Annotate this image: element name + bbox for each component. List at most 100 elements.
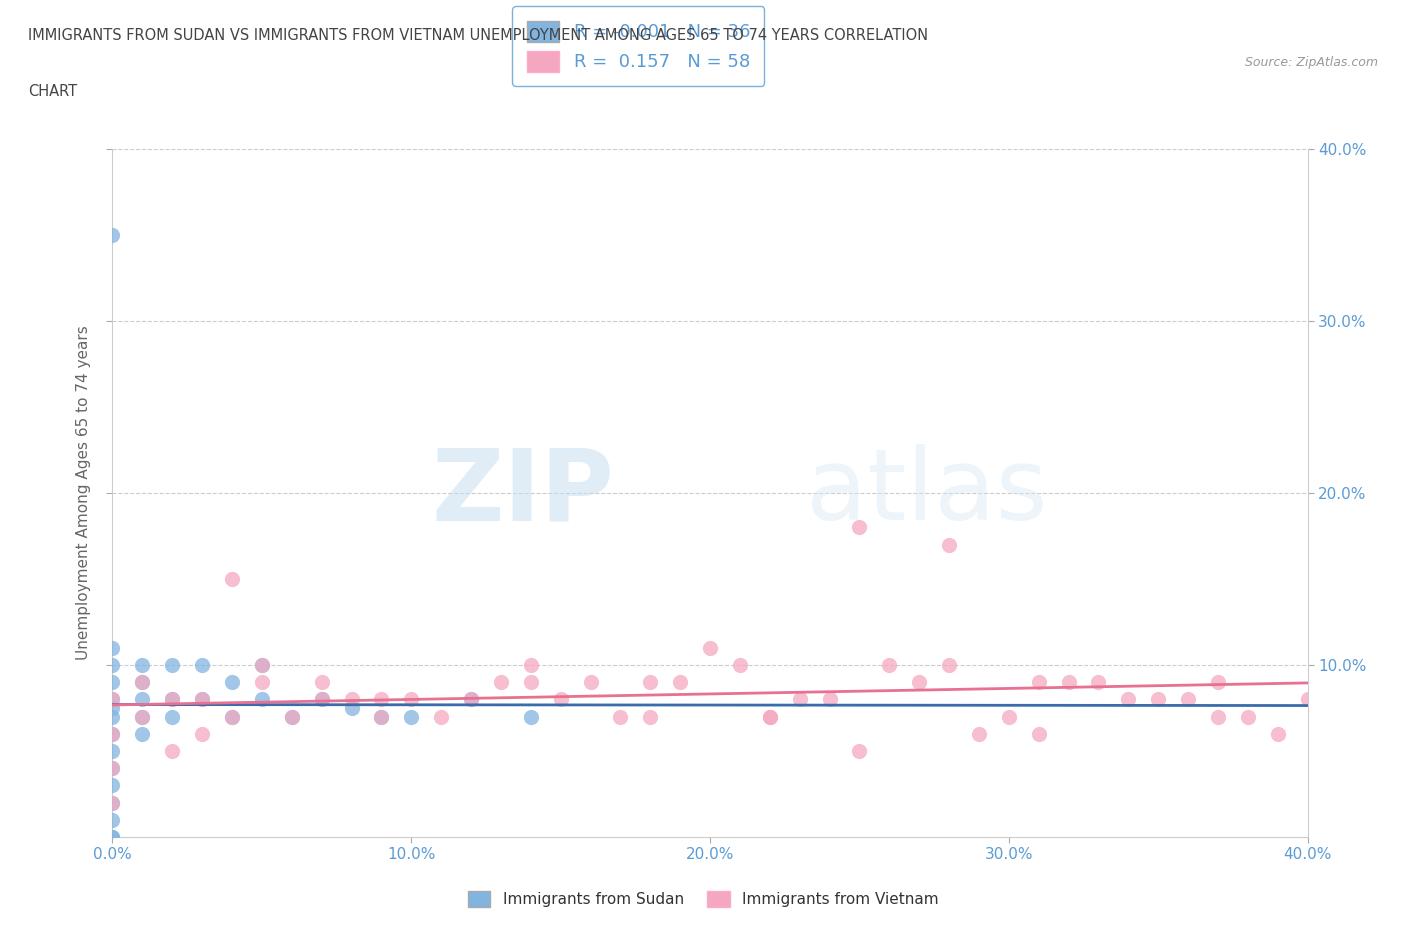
Point <box>848 744 870 759</box>
Point <box>550 692 572 707</box>
Point <box>340 692 363 707</box>
Point <box>250 692 273 707</box>
Text: CHART: CHART <box>28 84 77 99</box>
Text: IMMIGRANTS FROM SUDAN VS IMMIGRANTS FROM VIETNAM UNEMPLOYMENT AMONG AGES 65 TO 7: IMMIGRANTS FROM SUDAN VS IMMIGRANTS FROM… <box>28 28 928 43</box>
Point <box>967 726 990 741</box>
Point <box>191 726 214 741</box>
Point <box>520 658 543 672</box>
Point <box>340 700 363 715</box>
Point <box>101 726 124 741</box>
Point <box>221 675 243 690</box>
Point <box>101 830 124 844</box>
Point <box>1206 710 1229 724</box>
Point <box>789 692 811 707</box>
Point <box>250 658 273 672</box>
Point <box>1267 726 1289 741</box>
Point <box>759 710 782 724</box>
Point <box>131 675 153 690</box>
Point <box>938 658 960 672</box>
Point <box>131 726 153 741</box>
Point <box>162 692 183 707</box>
Point <box>938 538 960 552</box>
Point <box>759 710 782 724</box>
Point <box>640 710 662 724</box>
Point <box>101 692 124 707</box>
Point <box>401 692 423 707</box>
Point <box>370 692 392 707</box>
Point <box>728 658 751 672</box>
Point <box>1028 675 1050 690</box>
Point <box>489 675 512 690</box>
Point <box>1118 692 1140 707</box>
Point <box>370 710 392 724</box>
Point <box>101 675 124 690</box>
Point <box>131 692 153 707</box>
Point <box>131 710 153 724</box>
Point <box>101 761 124 776</box>
Point <box>101 795 124 810</box>
Point <box>101 641 124 656</box>
Point <box>699 641 721 656</box>
Point <box>281 710 304 724</box>
Point <box>848 520 870 535</box>
Point <box>101 692 124 707</box>
Point <box>1147 692 1170 707</box>
Point <box>101 228 124 243</box>
Point <box>221 710 243 724</box>
Point <box>221 571 243 587</box>
Point <box>1296 692 1319 707</box>
Point <box>162 692 183 707</box>
Point <box>250 675 273 690</box>
Point <box>101 795 124 810</box>
Point <box>370 710 392 724</box>
Point <box>162 658 183 672</box>
Point <box>101 761 124 776</box>
Point <box>609 710 631 724</box>
Point <box>669 675 692 690</box>
Point <box>221 710 243 724</box>
Point <box>101 813 124 828</box>
Point <box>311 692 333 707</box>
Point <box>520 675 543 690</box>
Point <box>401 710 423 724</box>
Text: ZIP: ZIP <box>432 445 614 541</box>
Point <box>131 675 153 690</box>
Text: Source: ZipAtlas.com: Source: ZipAtlas.com <box>1244 56 1378 69</box>
Point <box>101 744 124 759</box>
Point <box>998 710 1021 724</box>
Point <box>191 692 214 707</box>
Point <box>1177 692 1199 707</box>
Point <box>281 710 304 724</box>
Point <box>131 658 153 672</box>
Point <box>879 658 901 672</box>
Point <box>250 658 273 672</box>
Point <box>908 675 931 690</box>
Point <box>520 710 543 724</box>
Point <box>101 658 124 672</box>
Point <box>1206 675 1229 690</box>
Point <box>101 700 124 715</box>
Point <box>460 692 482 707</box>
Point <box>1237 710 1260 724</box>
Point <box>460 692 482 707</box>
Point <box>191 692 214 707</box>
Point <box>101 777 124 792</box>
Point <box>579 675 602 690</box>
Point <box>162 744 183 759</box>
Point <box>430 710 453 724</box>
Text: atlas: atlas <box>806 445 1047 541</box>
Point <box>131 710 153 724</box>
Legend: R = -0.001   N = 36, R =  0.157   N = 58: R = -0.001 N = 36, R = 0.157 N = 58 <box>512 7 765 86</box>
Point <box>1087 675 1109 690</box>
Point <box>1028 726 1050 741</box>
Legend: Immigrants from Sudan, Immigrants from Vietnam: Immigrants from Sudan, Immigrants from V… <box>461 884 945 913</box>
Point <box>311 692 333 707</box>
Point <box>101 830 124 844</box>
Point <box>101 726 124 741</box>
Point <box>640 675 662 690</box>
Point <box>1057 675 1080 690</box>
Point <box>191 658 214 672</box>
Point <box>311 675 333 690</box>
Point <box>162 710 183 724</box>
Point <box>101 710 124 724</box>
